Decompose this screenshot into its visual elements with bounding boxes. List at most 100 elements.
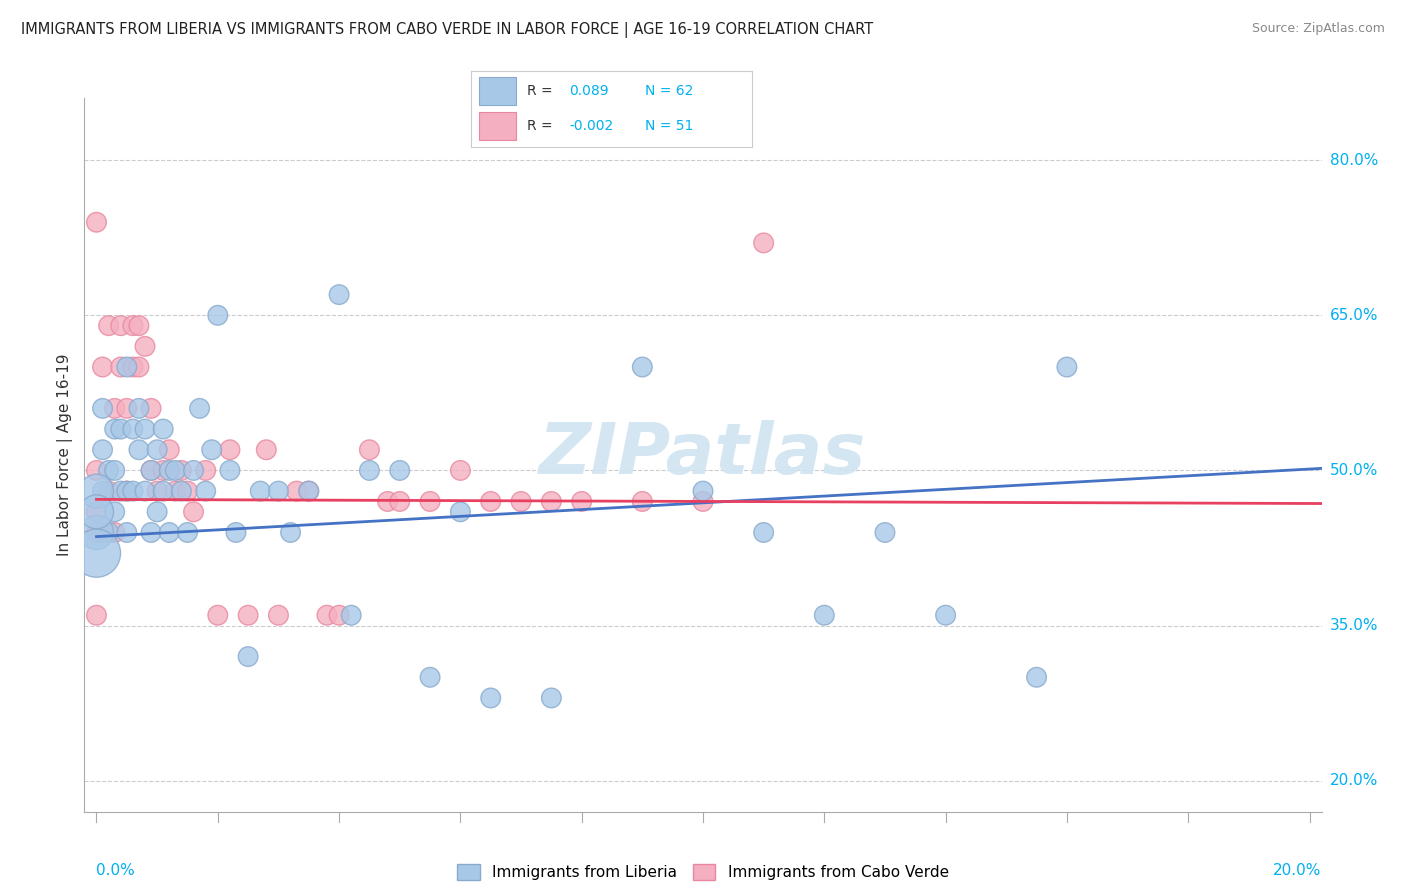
Point [91,401,114,416]
Point [157,442,180,457]
Point [86,525,108,540]
Point [128,359,150,374]
Point [152,422,174,436]
Point [540,494,562,508]
Point [110,359,132,374]
Point [91,484,114,499]
Point [97,484,120,499]
Point [86,608,108,623]
Point [86,525,108,540]
Point [86,505,108,519]
Point [115,401,138,416]
Point [254,442,277,457]
Point [194,484,217,499]
Point [176,484,198,499]
Point [104,505,127,519]
Point [201,442,224,457]
Point [479,494,502,508]
Point [377,494,399,508]
Point [540,690,562,705]
Point [219,442,242,457]
Point [139,463,162,477]
Point [298,484,321,499]
Point [104,401,127,416]
Point [122,359,145,374]
Point [122,318,145,333]
Point [359,463,381,477]
Point [146,505,169,519]
Point [571,494,593,508]
Point [110,484,132,499]
Point [152,484,174,499]
Point [165,484,187,499]
Point [316,608,339,623]
Point [86,484,108,499]
Text: IMMIGRANTS FROM LIBERIA VS IMMIGRANTS FROM CABO VERDE IN LABOR FORCE | AGE 16-19: IMMIGRANTS FROM LIBERIA VS IMMIGRANTS FR… [21,22,873,38]
Bar [479,112,516,140]
Point [236,649,259,664]
Text: 20.0%: 20.0% [1274,863,1322,879]
Point [236,608,259,623]
Point [115,359,138,374]
Point [813,608,835,623]
Point [752,525,775,540]
Point [188,401,211,416]
Point [122,422,145,436]
Point [139,525,162,540]
Point [207,308,229,322]
Legend: Immigrants from Liberia, Immigrants from Cabo Verde: Immigrants from Liberia, Immigrants from… [451,858,955,886]
Text: R =: R = [527,84,553,98]
Point [873,525,896,540]
Point [449,463,471,477]
Point [122,484,145,499]
Text: 35.0%: 35.0% [1330,618,1378,633]
Point [285,484,308,499]
Point [267,608,290,623]
Point [146,484,169,499]
Text: ZIPatlas: ZIPatlas [540,420,866,490]
Point [128,318,150,333]
Point [225,525,247,540]
Point [183,463,205,477]
Point [419,670,441,684]
Text: Source: ZipAtlas.com: Source: ZipAtlas.com [1251,22,1385,36]
Point [146,442,169,457]
Point [128,401,150,416]
Point [128,442,150,457]
Point [328,287,350,301]
Point [267,484,290,499]
Point [86,463,108,477]
Point [165,463,187,477]
Point [631,494,654,508]
Point [104,525,127,540]
Point [935,608,957,623]
Point [115,484,138,499]
Text: 20.0%: 20.0% [1330,773,1378,789]
Point [388,494,411,508]
Point [510,494,533,508]
Point [86,505,108,519]
Point [1056,359,1078,374]
Point [134,484,156,499]
Point [692,484,714,499]
Text: 50.0%: 50.0% [1330,463,1378,478]
Point [139,401,162,416]
Point [170,463,193,477]
Point [110,318,132,333]
Point [280,525,302,540]
Point [115,525,138,540]
Point [91,359,114,374]
Point [97,525,120,540]
Bar [479,78,516,104]
Point [249,484,271,499]
Point [104,422,127,436]
Point [449,505,471,519]
Text: R =: R = [527,119,553,133]
Point [134,339,156,353]
Point [359,442,381,457]
Point [219,463,242,477]
Point [207,608,229,623]
Point [183,505,205,519]
Text: 65.0%: 65.0% [1330,308,1378,323]
Point [157,525,180,540]
